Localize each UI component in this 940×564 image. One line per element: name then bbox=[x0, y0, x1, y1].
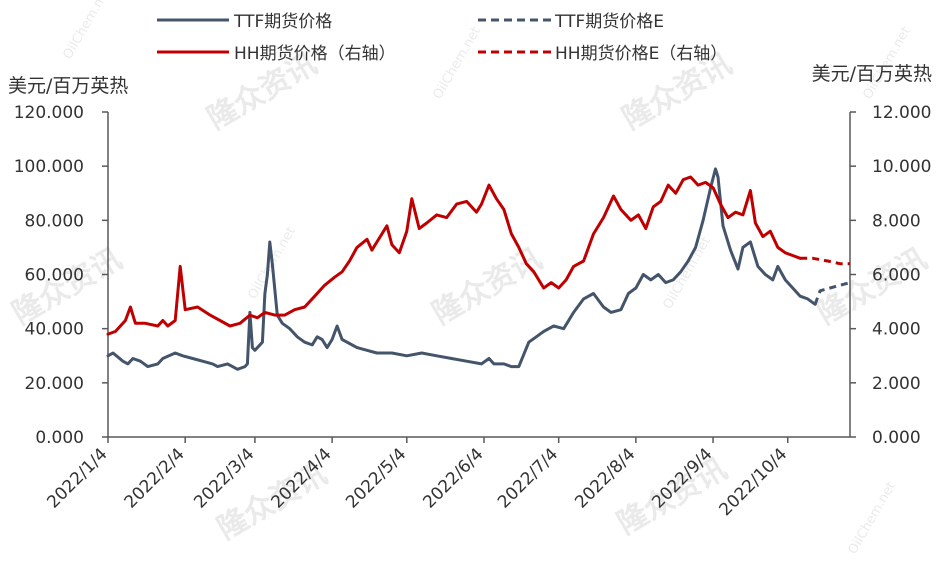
series-hh-line bbox=[106, 175, 802, 336]
right-tick-label: 6.000 bbox=[872, 266, 921, 286]
watermark: 隆众资讯 bbox=[7, 242, 128, 332]
left-tick-label: 120.000 bbox=[14, 103, 84, 123]
watermark: OilChem.net bbox=[660, 234, 713, 312]
right-axis-title: 美元/百万英热 bbox=[812, 63, 932, 85]
left-tick-label: 20.000 bbox=[25, 374, 84, 394]
x-tick-label: 2022/5/4 bbox=[342, 444, 410, 512]
legend-label-ttf-e: TTF期货价格E bbox=[554, 12, 664, 32]
left-tick-label: 80.000 bbox=[25, 211, 84, 231]
left-tick-label: 40.000 bbox=[25, 320, 84, 340]
watermark: OilChem.net bbox=[430, 24, 483, 102]
series-ttf-line bbox=[106, 167, 817, 371]
watermark: OilChem.net bbox=[845, 479, 898, 557]
legend: TTF期货价格 TTF期货价格E HH期货价格（右轴） HH期货价格E（右轴） bbox=[157, 12, 727, 64]
left-tick-label: 100.000 bbox=[14, 157, 84, 177]
x-tick-label: 2022/7/4 bbox=[494, 444, 562, 512]
x-tick-label: 2022/6/4 bbox=[419, 444, 487, 512]
legend-label-hh: HH期货价格（右轴） bbox=[234, 44, 396, 64]
left-tick-label: 0.000 bbox=[35, 428, 84, 448]
series-layer bbox=[106, 167, 851, 371]
right-tick-label: 4.000 bbox=[872, 320, 921, 340]
x-tick-label: 2022/1/4 bbox=[43, 444, 111, 512]
right-tick-label: 12.000 bbox=[872, 103, 931, 123]
series-ttf-e-line bbox=[813, 281, 851, 305]
right-tick-label: 0.000 bbox=[872, 428, 921, 448]
right-tick-label: 10.000 bbox=[872, 157, 931, 177]
right-tick-label: 2.000 bbox=[872, 374, 921, 394]
watermark: 隆众资讯 bbox=[427, 242, 548, 332]
legend-label-ttf: TTF期货价格 bbox=[233, 12, 332, 32]
legend-label-hh-e: HH期货价格E（右轴） bbox=[555, 44, 727, 64]
right-tick-label: 8.000 bbox=[872, 211, 921, 231]
right-axis-ticks: 0.000 2.000 4.000 6.000 8.000 10.000 12.000 bbox=[850, 103, 931, 448]
left-axis-ticks: 0.000 20.000 40.000 60.000 80.000 100.000 120.… bbox=[14, 103, 108, 448]
watermark: OilChem.net bbox=[60, 0, 113, 62]
left-axis-title: 美元/百万英热 bbox=[8, 75, 128, 97]
x-tick-label: 2022/2/4 bbox=[121, 444, 189, 512]
series-hh-e-line bbox=[800, 256, 850, 266]
left-tick-label: 60.000 bbox=[25, 266, 84, 286]
